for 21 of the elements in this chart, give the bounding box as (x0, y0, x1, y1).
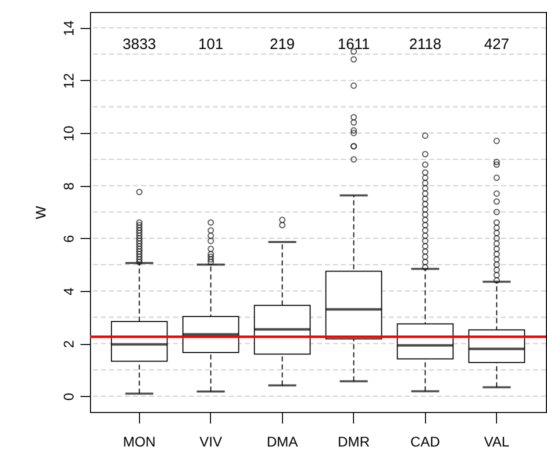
y-tick-label: 14 (60, 20, 76, 36)
x-tick-label: VIV (200, 434, 223, 450)
y-tick-label: 4 (60, 287, 76, 296)
y-tick-label: 8 (60, 182, 76, 190)
annotation: 2118 (409, 36, 442, 53)
annotation: 219 (270, 36, 295, 53)
y-axis-title: W (32, 205, 48, 220)
y-tick-label: 6 (60, 234, 76, 243)
annotation: 427 (484, 36, 510, 53)
x-tick-label: DMA (266, 434, 298, 450)
x-tick-label: MON (122, 434, 156, 450)
y-tick-label: 0 (60, 392, 76, 401)
x-tick-label: DMR (338, 434, 370, 450)
y-tick-label: 12 (60, 72, 76, 89)
annotation: 1611 (338, 36, 370, 53)
y-tick-label: 10 (60, 126, 76, 142)
annotation: 3833 (122, 36, 156, 53)
annotation: 101 (198, 36, 224, 53)
y-tick-label: 2 (60, 340, 76, 348)
x-tick-label: CAD (410, 434, 440, 450)
x-tick-label: VAL (484, 434, 510, 450)
